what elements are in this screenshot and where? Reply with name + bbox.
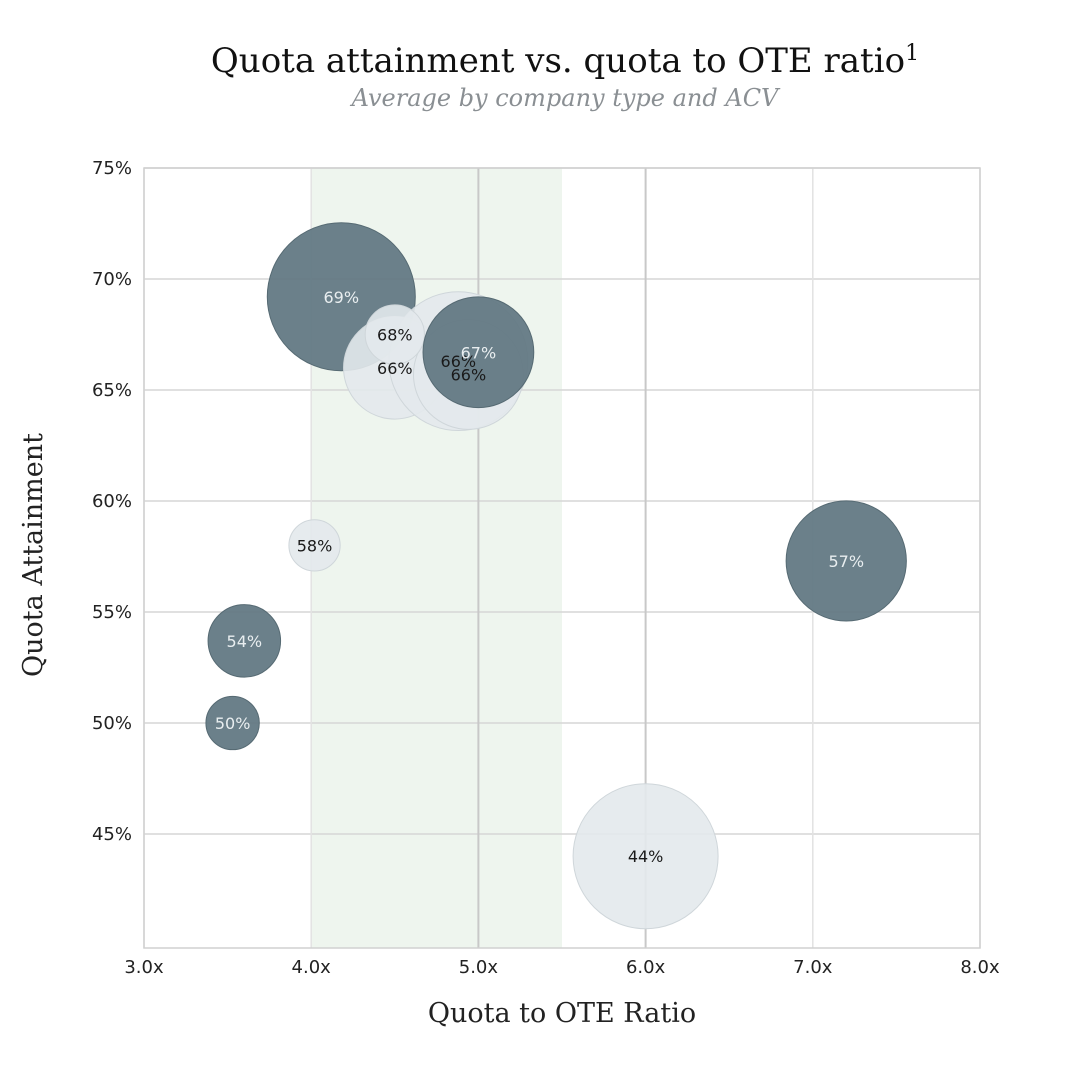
bubble-label: 66% — [377, 359, 413, 378]
x-tick-label: 8.0x — [960, 957, 1000, 978]
bubble-label: 68% — [377, 326, 413, 345]
bubble-label: 67% — [461, 343, 497, 362]
bubble-label: 58% — [297, 536, 333, 555]
x-tick-label: 6.0x — [626, 957, 666, 978]
y-tick-label: 60% — [92, 491, 132, 512]
bubble-label: 54% — [227, 632, 263, 651]
x-tick-label: 4.0x — [292, 957, 332, 978]
y-tick-label: 75% — [92, 158, 132, 179]
plot-frame — [143, 167, 981, 949]
y-tick-label: 65% — [92, 380, 132, 401]
bubble — [288, 519, 341, 572]
y-tick-label: 50% — [92, 713, 132, 734]
bubble — [785, 500, 907, 622]
bubble-label: 66% — [451, 365, 487, 384]
y-tick-label: 45% — [92, 824, 132, 845]
x-tick-label: 3.0x — [124, 957, 164, 978]
bubble-label: 44% — [628, 847, 664, 866]
bubble — [572, 783, 719, 930]
plot-area: 45% 50% 55% 60% 65% 70% 75% 3.0x 4.0x 5.0x 6.0x 7.0… — [92, 158, 1000, 978]
chart-title-superscript: 1 — [905, 41, 919, 66]
chart-title-text: Quota attainment vs. quota to OTE ratio — [211, 41, 905, 81]
chart-title: Quota attainment vs. quota to OTE ratio1 — [211, 41, 919, 81]
x-tick-label: 5.0x — [459, 957, 499, 978]
y-tick-label: 55% — [92, 602, 132, 623]
bubble-label: 69% — [324, 288, 360, 307]
bubble-label: 50% — [215, 714, 251, 733]
bubble — [207, 604, 282, 678]
bubble — [364, 304, 425, 365]
x-tick-label: 7.0x — [793, 957, 833, 978]
chart-subtitle: Average by company type and ACV — [350, 84, 781, 112]
y-axis-title: Quota Attainment — [18, 433, 49, 677]
bubble — [205, 695, 260, 751]
bubble-label: 66% — [441, 352, 477, 371]
x-axis-title: Quota to OTE Ratio — [428, 998, 696, 1029]
bubble-label: 57% — [828, 552, 864, 571]
y-tick-label: 70% — [92, 269, 132, 290]
bubble — [422, 296, 535, 409]
